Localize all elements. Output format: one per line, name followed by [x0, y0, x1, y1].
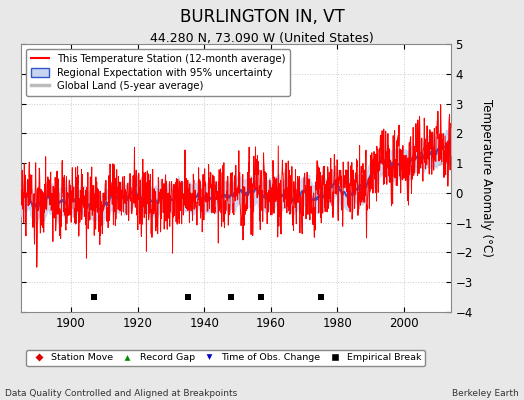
Legend: Station Move, Record Gap, Time of Obs. Change, Empirical Break: Station Move, Record Gap, Time of Obs. C…: [26, 350, 425, 366]
Text: Berkeley Earth: Berkeley Earth: [452, 389, 519, 398]
Y-axis label: Temperature Anomaly (°C): Temperature Anomaly (°C): [480, 99, 493, 257]
Text: 44.280 N, 73.090 W (United States): 44.280 N, 73.090 W (United States): [150, 32, 374, 45]
Text: BURLINGTON IN, VT: BURLINGTON IN, VT: [180, 8, 344, 26]
Text: Data Quality Controlled and Aligned at Breakpoints: Data Quality Controlled and Aligned at B…: [5, 389, 237, 398]
